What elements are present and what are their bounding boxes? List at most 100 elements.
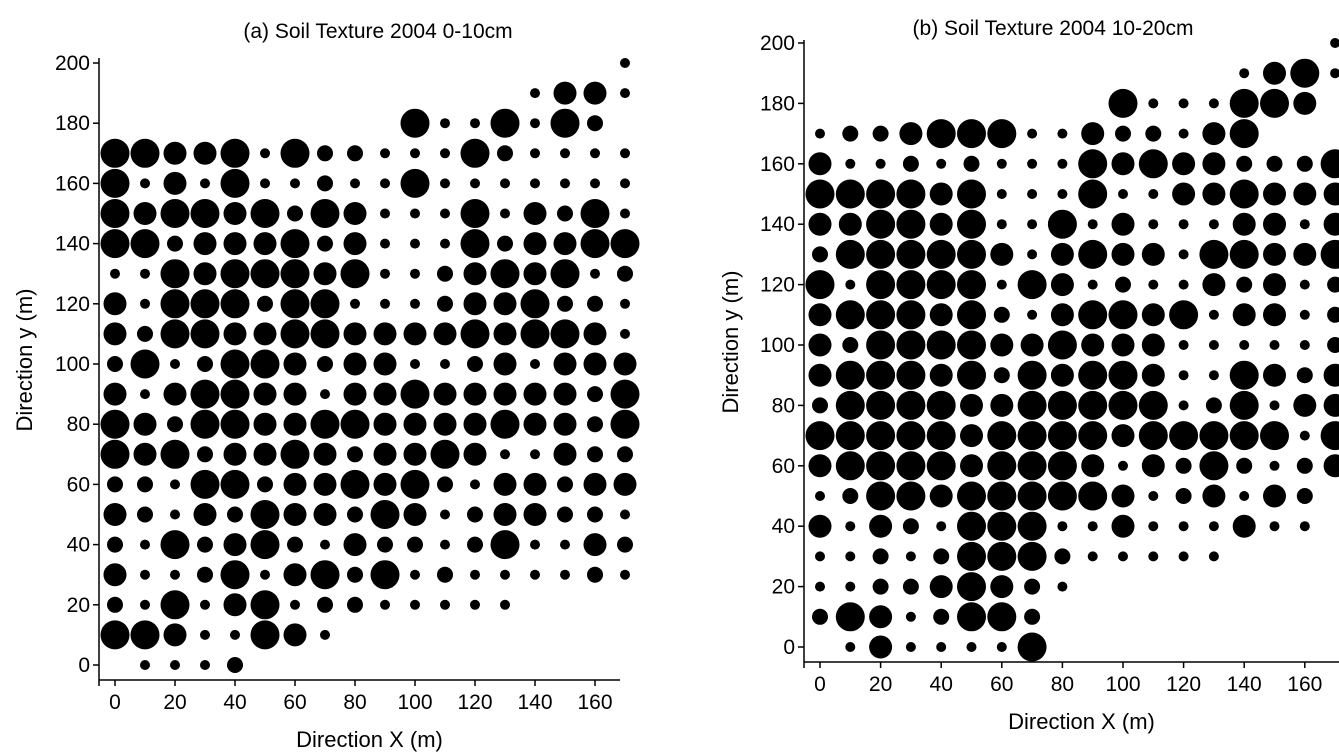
chart-b-y-tick-label: 20 [772, 576, 795, 599]
chart-b-point [875, 158, 886, 169]
chart-a-point [557, 205, 573, 222]
chart-b-point [866, 481, 896, 511]
chart-b-point [1057, 189, 1068, 199]
chart-a-y-tick-label: 200 [55, 52, 90, 75]
chart-b-point [1327, 337, 1339, 353]
chart-b-point [957, 602, 986, 632]
chart-b-point [957, 511, 986, 541]
chart-a-point [163, 382, 187, 406]
chart-a-point [460, 138, 490, 168]
chart-b-point [835, 300, 865, 330]
chart-a-point [347, 506, 363, 523]
chart-a-point [343, 232, 367, 256]
chart-b-point [1178, 128, 1189, 139]
chart-b-point [926, 451, 956, 481]
chart-b-point [996, 279, 1007, 290]
chart-a-y-tick-label: 100 [55, 353, 90, 376]
chart-b-point [902, 155, 919, 172]
chart-a-point [220, 469, 250, 499]
chart-b-point [845, 158, 856, 169]
chart-a-point [190, 379, 220, 409]
chart-a-point [220, 289, 250, 319]
chart-b-point [1202, 484, 1226, 508]
chart-b-point [1178, 400, 1189, 411]
chart-a-point [373, 322, 397, 346]
chart-a-point [340, 409, 370, 439]
chart-a-point [523, 503, 547, 526]
chart-b-point [957, 481, 986, 511]
chart-b-point [896, 390, 926, 420]
chart-a-y-label: Direction y (m) [12, 288, 37, 431]
chart-b-point [993, 306, 1010, 323]
chart-a-point [313, 503, 337, 526]
chart-a-point [620, 569, 630, 580]
chart-b-point [1148, 521, 1159, 532]
chart-a-point [467, 506, 483, 523]
chart-a-point [280, 439, 310, 469]
chart-b-point [1327, 276, 1339, 293]
chart-b-point [1202, 122, 1226, 146]
chart-a-point [193, 503, 217, 526]
chart-a-point [170, 479, 180, 490]
chart-a-point [107, 356, 123, 372]
chart-b-point [1296, 457, 1313, 474]
chart-a-point [553, 81, 577, 105]
chart-a-point [440, 238, 450, 249]
chart-b-point [1078, 239, 1108, 269]
chart-b-point [1111, 212, 1135, 236]
chart-b-point [987, 119, 1017, 149]
chart-b-point [896, 481, 926, 511]
chart-b-point [990, 333, 1014, 357]
chart-a-y-tick-label: 60 [67, 473, 90, 496]
chart-a-y-tick-label: 20 [67, 594, 90, 617]
chart-b-point [1169, 300, 1199, 330]
chart-a-point [103, 382, 127, 406]
chart-b-point [1138, 149, 1168, 179]
chart-b-point [957, 300, 986, 330]
chart-b-point [1172, 152, 1196, 176]
chart-b-point [808, 303, 832, 327]
chart-a-point [440, 178, 450, 189]
chart-b-point [1296, 155, 1313, 172]
chart-b-point [896, 421, 926, 451]
chart-a-point [620, 208, 630, 219]
chart-b-point [929, 363, 953, 387]
chart-b-point [957, 119, 986, 149]
chart-b-point [838, 212, 862, 236]
chart-a-point [400, 168, 430, 198]
chart-a-point [140, 569, 150, 580]
chart-a-point [250, 259, 280, 289]
chart-b-point [845, 521, 856, 532]
chart-b-point [1111, 333, 1135, 357]
chart-a-point [343, 322, 367, 346]
chart-b-point [1017, 481, 1047, 511]
chart-b-point [926, 270, 956, 300]
chart-a-point [490, 108, 520, 138]
chart-a-point [227, 506, 243, 523]
chart-a-point [110, 268, 120, 279]
chart-b-point [1111, 424, 1135, 448]
chart-b-point [1205, 397, 1222, 414]
chart-a-point [610, 229, 640, 259]
chart-a-point [410, 208, 420, 219]
chart-a-point [190, 469, 220, 499]
chart-a-y-tick-label: 0 [78, 654, 90, 677]
chart-a-point [407, 536, 423, 553]
chart-a-point [437, 476, 453, 493]
chart-a-point [130, 620, 160, 650]
chart-a-point [380, 148, 390, 159]
chart-a-point [530, 118, 540, 129]
chart-b-point [869, 514, 893, 538]
chart-b-point [1050, 273, 1074, 297]
chart-b-point [1047, 421, 1077, 451]
chart-b-point [1111, 484, 1135, 508]
chart-a-point [137, 476, 153, 493]
chart-b-point [872, 578, 889, 595]
chart-b-y-tick-label: 40 [772, 515, 795, 538]
chart-a-x-tick-label: 120 [457, 691, 492, 714]
chart-b-point [1202, 152, 1226, 176]
chart-b-point [866, 330, 896, 360]
chart-a-point [287, 205, 303, 222]
chart-a-point [343, 533, 367, 557]
